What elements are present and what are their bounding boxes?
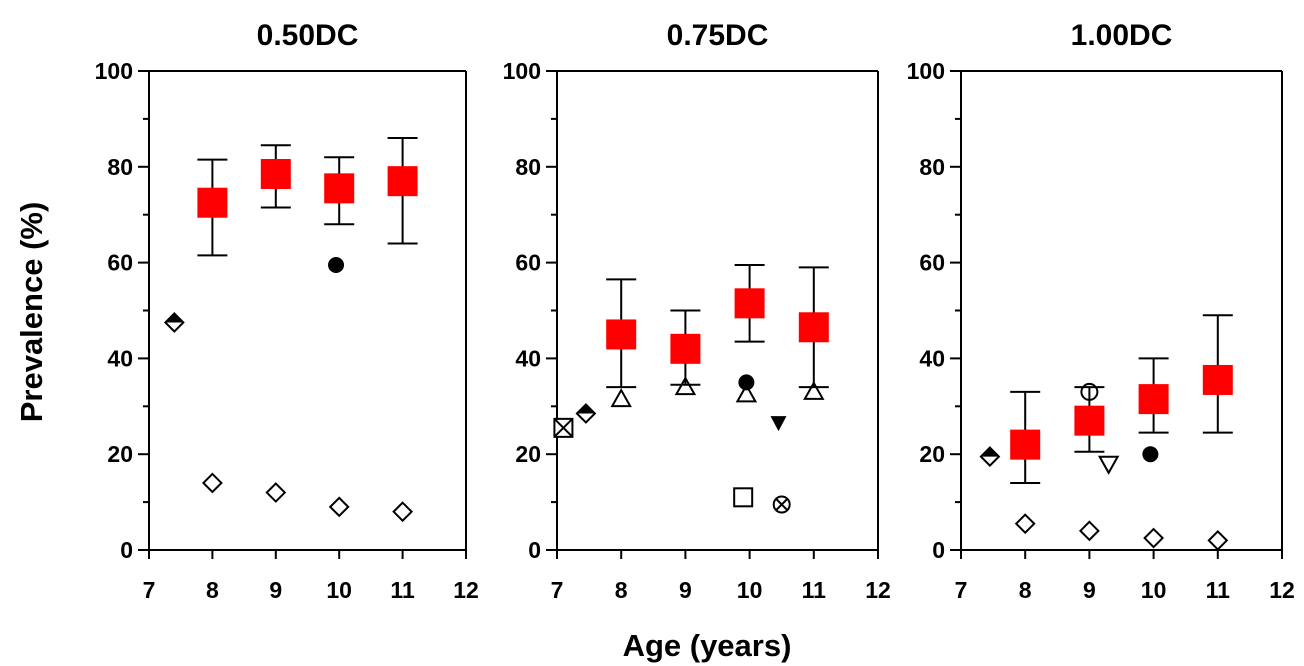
- open-triangle-up-point: [803, 380, 825, 400]
- series-circled-x: [772, 495, 791, 514]
- series-open-triangle-down: [1097, 455, 1120, 475]
- open-triangle-up-point: [674, 376, 697, 396]
- y-tick-label: 60: [919, 250, 945, 276]
- x-tick-label: 10: [737, 577, 763, 603]
- y-tick-label: 40: [515, 345, 541, 371]
- series-filled-square: [1010, 314, 1233, 484]
- y-tick-label: 100: [503, 58, 541, 84]
- panel-2: 0.75DC 0 20 40 60 80 100 7 8 9 10 11 12: [503, 19, 891, 603]
- open-square-point: [733, 487, 754, 508]
- y-tick-label: 100: [907, 58, 945, 84]
- x-tick-label: 10: [326, 577, 352, 603]
- x-tick-label: 11: [802, 577, 827, 603]
- red-square-point: [1202, 364, 1233, 395]
- panel-title: 0.75DC: [667, 19, 769, 52]
- red-square-point: [387, 166, 418, 197]
- series-half-filled-diamond: [575, 403, 597, 424]
- y-tick-label: 20: [515, 441, 541, 467]
- open-diamond-point: [392, 501, 414, 523]
- x-tick-label: 9: [679, 577, 692, 603]
- x-tick-label: 7: [551, 577, 564, 603]
- open-diamond-point: [1014, 513, 1036, 535]
- circled-x-cross: [775, 498, 788, 511]
- y-tick-label: 80: [515, 154, 541, 180]
- y-tick-label: 0: [932, 537, 945, 563]
- series-filled-circle: [738, 374, 755, 391]
- x-tick-label: 8: [1019, 577, 1032, 603]
- series-filled-square: [606, 263, 829, 389]
- x-tick-label: 8: [206, 577, 219, 603]
- half-diamond-fill: [576, 404, 595, 414]
- open-diamond-point: [1207, 530, 1229, 551]
- series-half-filled-diamond: [163, 312, 185, 333]
- open-diamond-point: [328, 496, 350, 518]
- series-filled-square: [197, 137, 418, 257]
- y-tick-label: 20: [919, 441, 945, 467]
- y-tick-label: 60: [107, 250, 133, 276]
- red-square-point: [1010, 429, 1041, 460]
- red-square-point: [1074, 405, 1105, 436]
- x-tick-label: 11: [1206, 577, 1231, 603]
- filled-circle-point: [738, 374, 755, 391]
- series-open-diamond: [201, 472, 414, 523]
- y-tick-label: 40: [107, 345, 133, 371]
- x-tick-label: 9: [269, 577, 282, 603]
- x-tick-label: 8: [615, 577, 628, 603]
- y-tick-label: 20: [107, 441, 133, 467]
- panel-title: 1.00DC: [1071, 19, 1173, 52]
- x-tick-label: 7: [955, 577, 968, 603]
- red-square-point: [324, 173, 355, 204]
- half-diamond-fill: [980, 447, 999, 457]
- y-tick-label: 80: [919, 154, 945, 180]
- red-square-point: [1138, 384, 1169, 415]
- y-tick-label: 100: [95, 58, 133, 84]
- open-triangle-down-point: [1097, 455, 1120, 475]
- series-crossed-square: [553, 417, 574, 438]
- series-filled-triangle-down: [770, 416, 787, 432]
- x-tick-label: 12: [453, 577, 479, 603]
- red-square-point: [734, 288, 765, 319]
- open-triangle-up-point: [610, 388, 632, 408]
- open-diamond-point: [265, 482, 287, 503]
- series-half-filled-diamond: [979, 446, 1001, 468]
- y-tick-label: 40: [919, 345, 945, 371]
- filled-circle-point: [328, 256, 345, 273]
- panel-title: 0.50DC: [257, 19, 359, 52]
- y-axis-title: Prevalence (%): [14, 202, 49, 423]
- x-axis-title: Age (years): [623, 628, 792, 663]
- open-diamond-point: [1078, 520, 1100, 542]
- filled-circle-point: [1142, 446, 1159, 463]
- red-square-point: [197, 187, 228, 218]
- y-tick-label: 0: [528, 537, 541, 563]
- x-tick-label: 12: [1269, 577, 1295, 603]
- x-tick-label: 10: [1141, 577, 1167, 603]
- red-square-point: [670, 333, 701, 364]
- open-triangle-up-point: [735, 383, 758, 403]
- x-tick-label: 7: [143, 577, 156, 603]
- half-diamond-fill: [165, 313, 184, 323]
- open-diamond-point: [1143, 527, 1165, 549]
- x-tick-label: 11: [390, 577, 415, 603]
- red-square-point: [260, 158, 291, 189]
- y-tick-label: 80: [107, 154, 133, 180]
- red-square-point: [798, 312, 829, 343]
- crossed-square-cross: [553, 418, 574, 438]
- series-open-triangle-up: [610, 376, 825, 408]
- series-open-diamond: [1014, 513, 1229, 551]
- y-tick-label: 0: [120, 537, 133, 563]
- x-tick-label: 9: [1083, 577, 1096, 603]
- filled-triangle-down-point: [770, 416, 787, 432]
- panel-3: 1.00DC 0 20 40 60 80 100 7 8 9 10 11 12: [907, 19, 1295, 603]
- open-diamond-point: [201, 472, 223, 494]
- series-open-square: [733, 487, 754, 508]
- series-filled-circle: [1142, 446, 1159, 463]
- panel-1: 0.50DC 0 20 40 60 80 100 7 8 9 10 11 12: [95, 19, 479, 603]
- x-tick-label: 12: [865, 577, 891, 603]
- y-tick-label: 60: [515, 250, 541, 276]
- red-square-point: [606, 319, 637, 350]
- series-filled-circle: [328, 256, 345, 273]
